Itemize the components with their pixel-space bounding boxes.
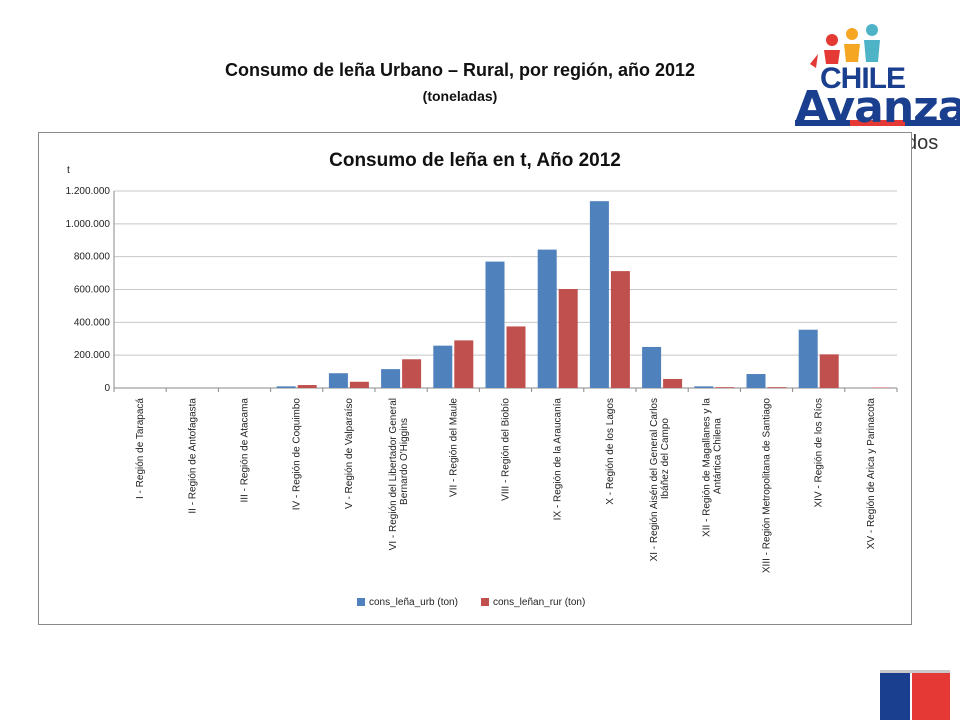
- y-tick-label: 200.000: [74, 350, 111, 361]
- x-tick-label: XIV - Región de los Ríos: [814, 398, 825, 508]
- logo-line1: CHILE: [820, 62, 906, 95]
- bar-urb-4: [328, 373, 348, 388]
- x-tick-label: XIII - Región Metropolitana de Santiago: [762, 398, 773, 574]
- bar-rur-10: [663, 378, 683, 388]
- svg-text:XIV - Región de los Ríos: XIV - Región de los Ríos: [814, 398, 825, 508]
- y-tick-label: 1.200.000: [66, 186, 111, 197]
- svg-text:V - Región de Valparaíso: V - Región de Valparaíso: [344, 398, 355, 509]
- bar-urb-3: [276, 386, 296, 388]
- svg-text:IV - Región de Coquimbo: IV - Región de Coquimbo: [292, 398, 303, 511]
- bar-urb-5: [381, 369, 401, 388]
- y-tick-label: 0: [104, 383, 110, 394]
- y-tick-label: 800.000: [74, 252, 111, 263]
- bar-rur-5: [402, 359, 422, 388]
- svg-text:XII - Región de Magallanes y l: XII - Región de Magallanes y laAntártica…: [701, 398, 723, 537]
- svg-text:I - Región de Tarapacá: I - Región de Tarapacá: [135, 398, 146, 499]
- bar-urb-12: [746, 374, 766, 388]
- x-tick-label: XV - Región de Arica y Parinacota: [866, 398, 877, 550]
- logo-line2: Avanza: [795, 82, 960, 133]
- x-tick-label: VI - Región del Libertador GeneralBernar…: [388, 398, 410, 550]
- x-tick-label: IV - Región de Coquimbo: [292, 398, 303, 511]
- x-tick-label: III - Región de Atacama: [240, 398, 251, 503]
- bars-layer: [276, 201, 891, 388]
- y-axis-label: t: [67, 165, 70, 176]
- bar-urb-8: [537, 249, 557, 388]
- x-tick-label: I - Región de Tarapacá: [135, 398, 146, 499]
- svg-text:IX - Región de la Araucanía: IX - Región de la Araucanía: [553, 398, 564, 521]
- bar-rur-6: [454, 340, 474, 388]
- labels-layer: I - Región de Tarapacá II - Región de Ant…: [135, 398, 877, 574]
- bar-rur-12: [767, 387, 787, 388]
- y-tick-label: 1.000.000: [66, 219, 111, 230]
- logo-tail: dos: [906, 132, 939, 154]
- x-tick-label: II - Región de Antofagasta: [187, 398, 198, 514]
- legend: cons_leña_urb (ton) cons_leñan_rur (ton): [357, 597, 585, 608]
- bar-rur-7: [506, 326, 526, 388]
- svg-text:VII - Región del Maule: VII - Región del Maule: [448, 398, 459, 497]
- grid-layer: 0 200.000 400.000 600.000 800.000 1.000.000 1.…: [66, 186, 898, 394]
- bar-urb-10: [642, 346, 662, 388]
- svg-text:XV - Región de Arica y Parinac: XV - Región de Arica y Parinacota: [866, 398, 877, 550]
- svg-text:X - Región de los Lagos: X - Región de los Lagos: [605, 398, 616, 505]
- bar-rur-11: [715, 387, 735, 388]
- svg-text:XIII - Región Metropolitana de: XIII - Región Metropolitana de Santiago: [762, 398, 773, 574]
- bar-urb-13: [798, 329, 818, 388]
- bar-chart: Consumo de leña en t, Año 2012 t 0 200.00…: [66, 150, 898, 608]
- x-tick-label: VII - Región del Maule: [448, 398, 459, 497]
- x-tick-label: XII - Región de Magallanes y laAntártica…: [701, 398, 723, 537]
- flag-icon: [880, 670, 950, 720]
- chart-title: Consumo de leña en t, Año 2012: [329, 150, 621, 171]
- bar-urb-6: [433, 345, 453, 388]
- legend-label: cons_leña_urb (ton): [369, 597, 458, 608]
- y-tick-label: 400.000: [74, 317, 111, 328]
- x-tick-label: XI - Región Aisén del General CarlosIbáñ…: [649, 398, 671, 561]
- legend-label: cons_leñan_rur (ton): [493, 597, 585, 608]
- chart-frame: Consumo de leña en t, Año 2012 t 0 200.00…: [38, 132, 912, 625]
- bar-urb-9: [589, 201, 609, 388]
- bar-rur-3: [297, 385, 317, 388]
- svg-text:II - Región de Antofagasta: II - Región de Antofagasta: [187, 398, 198, 514]
- legend-swatch: [481, 598, 489, 606]
- bar-rur-4: [349, 381, 369, 388]
- slide-title: Consumo de leña Urbano – Rural, por regi…: [224, 60, 696, 80]
- x-tick-label: V - Región de Valparaíso: [344, 398, 355, 509]
- svg-text:III - Región de Atacama: III - Región de Atacama: [240, 398, 251, 503]
- legend-swatch: [357, 598, 365, 606]
- x-tick-label: IX - Región de la Araucanía: [553, 398, 564, 521]
- bar-rur-13: [819, 354, 839, 388]
- x-tick-label: VIII - Región del Biobío: [501, 398, 512, 501]
- bar-rur-9: [610, 271, 630, 388]
- svg-text:XI - Región Aisén del General: XI - Región Aisén del General CarlosIbáñ…: [649, 398, 671, 561]
- bar-urb-11: [694, 386, 714, 388]
- children-icon: [795, 24, 960, 126]
- slide-subtitle: (toneladas): [422, 88, 498, 104]
- y-tick-label: 600.000: [74, 285, 111, 296]
- x-tick-label: X - Región de los Lagos: [605, 398, 616, 505]
- bar-urb-7: [485, 261, 505, 388]
- svg-text:VIII - Región del Biobío: VIII - Región del Biobío: [501, 398, 512, 501]
- svg-text:VI - Región del Libertador Gen: VI - Región del Libertador GeneralBernar…: [388, 398, 410, 550]
- bar-rur-8: [558, 289, 578, 388]
